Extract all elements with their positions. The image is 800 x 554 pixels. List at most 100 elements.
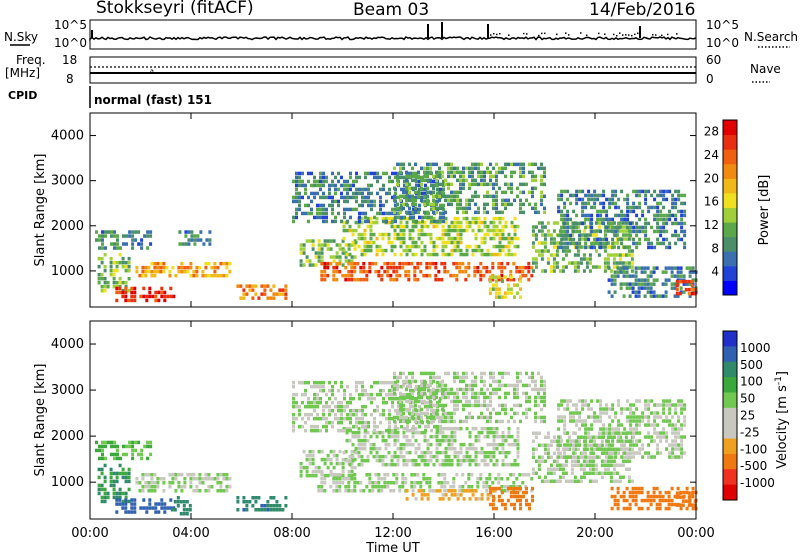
range-cell [519,379,522,384]
range-cell [317,255,321,259]
range-cell [566,189,570,194]
nsearch-dot [625,34,627,36]
range-cell [492,252,496,257]
range-cell [314,465,318,470]
range-cell [616,490,620,495]
range-cell [456,493,460,497]
range-cell [442,179,445,184]
range-cell [644,407,648,411]
range-cell [127,268,131,273]
range-cell [456,403,459,408]
range-cell [311,473,315,478]
range-cell [341,469,345,474]
range-cell [491,261,495,266]
range-cell [572,415,576,419]
range-cell [543,194,546,199]
range-cell [504,252,508,257]
range-cell [121,260,125,265]
range-cell [618,225,622,229]
range-cell [557,447,561,451]
range-cell [377,473,381,477]
range-cell [401,265,405,270]
range-cell [420,371,423,376]
range-cell [146,456,150,461]
range-cell [591,479,595,483]
range-cell [340,175,343,180]
range-cell [307,412,310,417]
range-cell [411,174,414,179]
range-cell [399,210,402,215]
range-cell [477,170,480,175]
range-cell [151,294,155,299]
range-cell [549,479,553,483]
range-cell [512,481,516,485]
range-cell [588,443,592,447]
range-cell [671,439,675,443]
range-cell [325,416,328,421]
range-cell [596,241,600,246]
colorbar-tick-label: 1000 [740,341,771,355]
range-cell [423,438,427,443]
range-cell [310,404,313,409]
range-cell [356,481,360,485]
range-cell [344,255,348,259]
range-cell [468,399,471,404]
range-cell [603,471,607,475]
range-cell [417,399,420,404]
range-cell [427,424,430,429]
range-cell [462,497,466,501]
range-cell [498,411,501,416]
range-cell [521,265,525,270]
range-cell [406,424,409,429]
range-cell [337,420,340,425]
range-cell [236,508,240,512]
range-cell [644,229,648,234]
range-cell [498,170,501,175]
range-cell [435,210,438,215]
range-cell [670,270,674,274]
range-cell [489,450,493,455]
range-cell [328,187,331,192]
range-cell [334,175,337,180]
range-cell [611,229,615,234]
range-cell [144,269,148,274]
range-cell [195,273,199,278]
range-cell [495,206,498,211]
range-cell [516,434,520,439]
range-cell [438,383,441,388]
range-cell [369,228,373,233]
range-cell [335,269,339,274]
range-cell [540,257,544,261]
range-cell [578,427,582,431]
range-cell [420,458,424,463]
range-cell [363,244,367,249]
range-cell [677,455,681,459]
range-cell [504,236,508,241]
range-cell [389,489,393,493]
range-cell [671,447,675,451]
range-cell [638,189,642,194]
range-cell [471,415,474,420]
range-cell [638,237,642,242]
range-cell [412,400,415,405]
range-cell [477,434,481,439]
range-cell [382,187,385,192]
range-cell [486,497,490,501]
range-cell [192,473,196,477]
range-cell [323,265,327,270]
range-cell [348,228,352,233]
nave-top-tick: 60 [706,53,721,67]
range-cell [530,489,534,493]
range-cell [611,439,615,443]
range-cell [557,233,561,238]
range-cell [614,205,618,210]
range-cell [477,210,480,215]
range-cell [399,375,402,380]
range-cell [363,236,367,241]
range-cell [456,391,459,396]
range-cell [263,288,267,292]
range-cell [597,221,601,225]
range-cell [498,220,502,225]
range-cell [664,294,668,298]
